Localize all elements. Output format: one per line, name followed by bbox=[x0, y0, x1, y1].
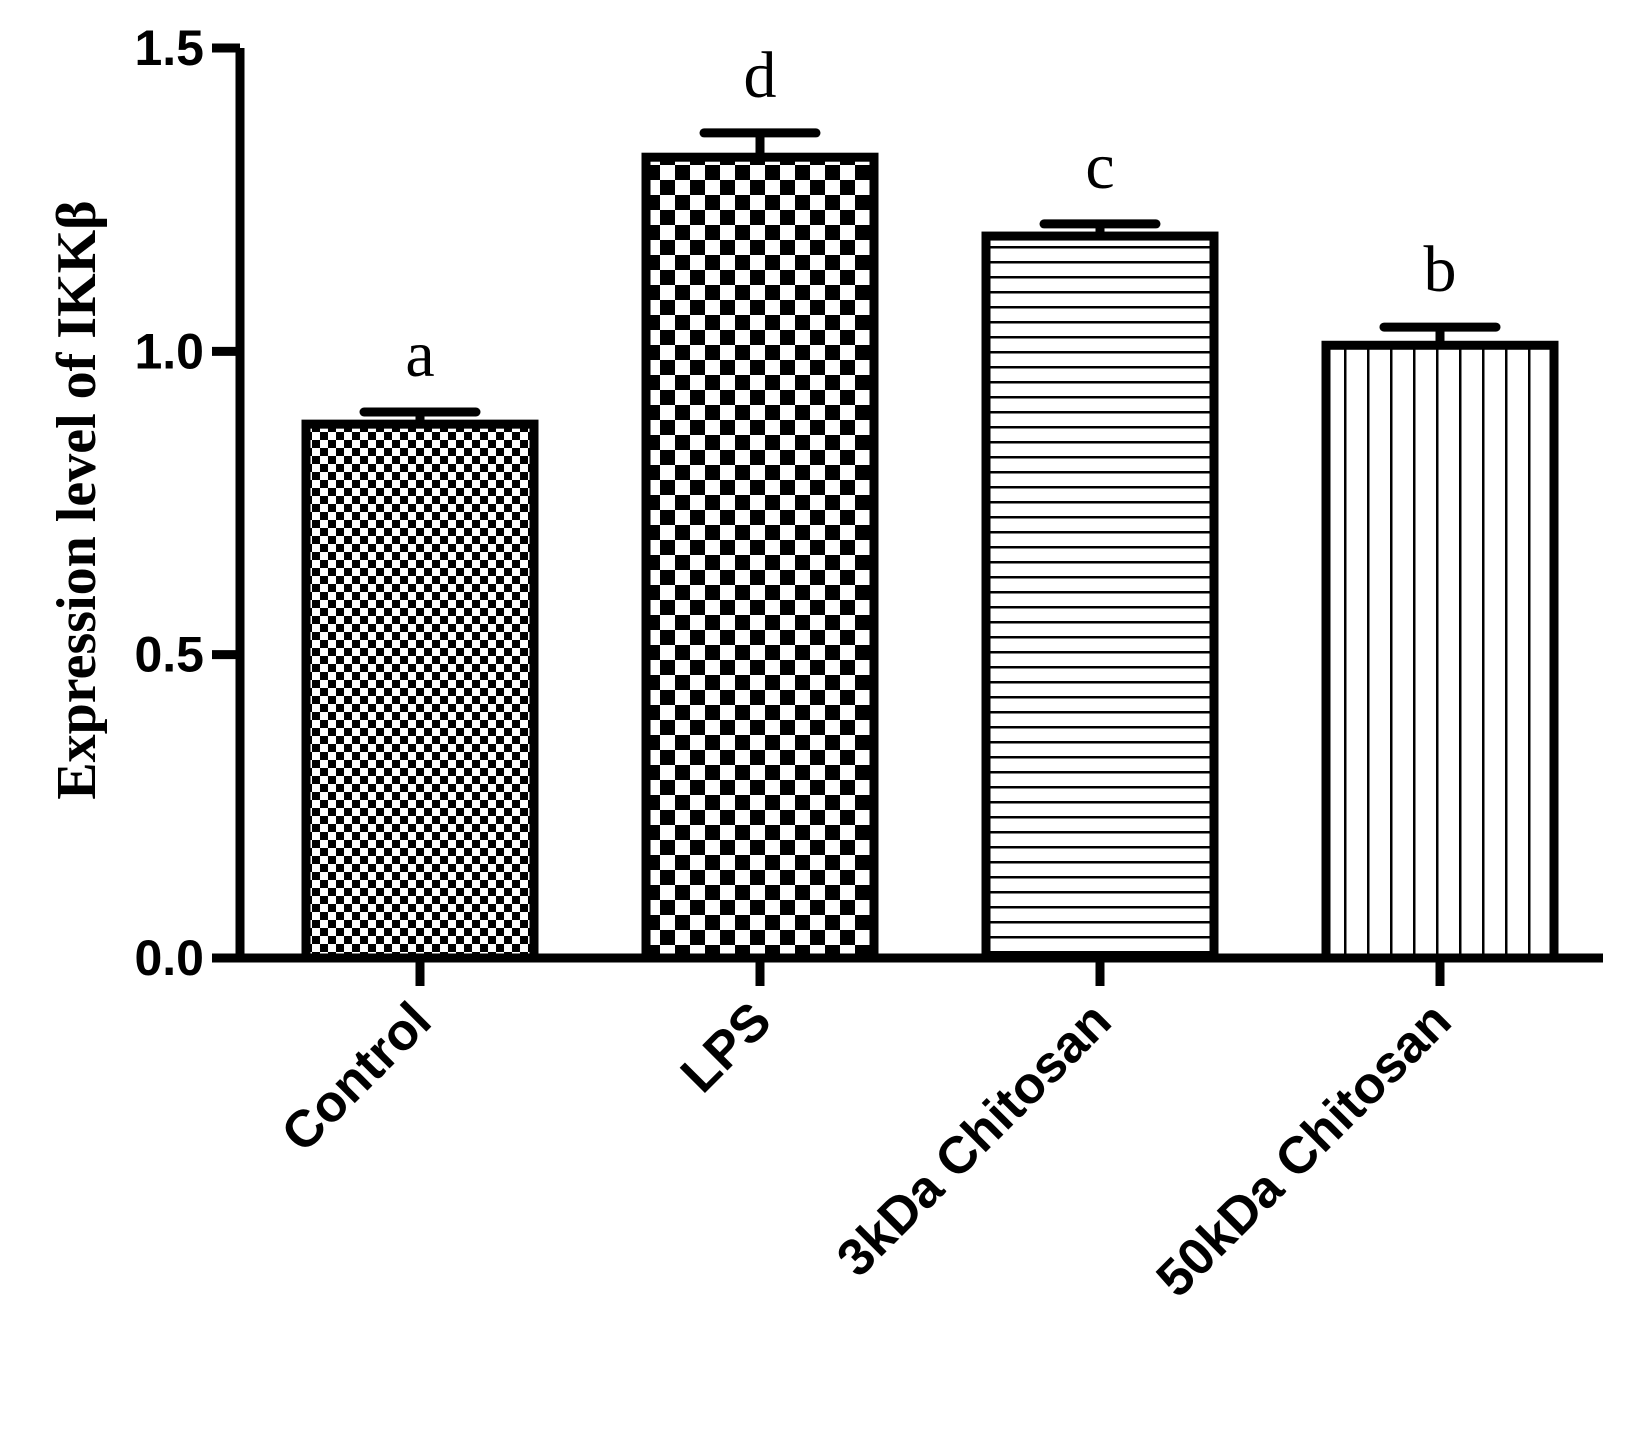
significance-label: a bbox=[405, 318, 434, 391]
y-tick-label: 1.0 bbox=[134, 323, 204, 379]
y-tick-label: 1.5 bbox=[134, 20, 204, 76]
bar-control bbox=[301, 419, 539, 963]
y-tick-label: 0.5 bbox=[134, 627, 204, 683]
x-tick-label: Control bbox=[271, 991, 443, 1163]
significance-label: d bbox=[744, 39, 777, 112]
y-axis-label: Expression level of IKKβ bbox=[46, 200, 108, 799]
y-tick-label: 0.0 bbox=[134, 930, 204, 986]
bar-lps bbox=[641, 152, 879, 963]
axes-layer bbox=[212, 43, 1603, 986]
x-tick-label: 50kDa Chitosan bbox=[1146, 991, 1463, 1308]
x-tick-label: 3kDa Chitosan bbox=[826, 991, 1122, 1287]
x-tick-label: LPS bbox=[670, 991, 783, 1104]
bar-50kda-chitosan bbox=[1321, 340, 1559, 963]
bars-layer bbox=[301, 128, 1559, 963]
significance-label: b bbox=[1424, 233, 1457, 306]
significance-label: c bbox=[1085, 130, 1114, 203]
bar-3kda-chitosan bbox=[981, 231, 1219, 963]
